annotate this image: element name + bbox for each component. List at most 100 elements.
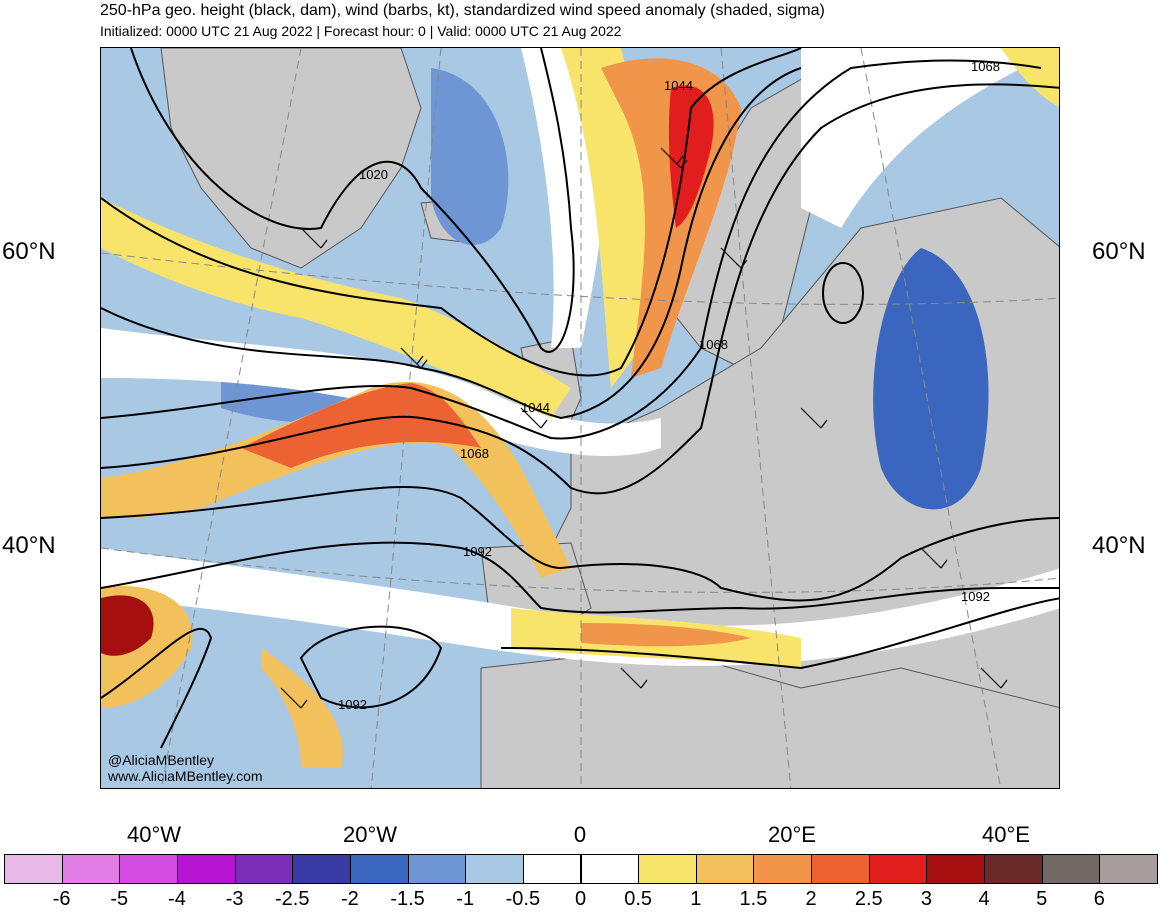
contour-label-3: 1068 — [971, 59, 1000, 74]
colorbar-tick-label: 2 — [805, 888, 817, 910]
credit-site: www.AliciaMBentley.com — [108, 768, 263, 784]
colorbar-tick-label: 3 — [920, 888, 932, 910]
colorbar-cell — [868, 854, 928, 884]
contour-label-7: 1092 — [463, 544, 492, 559]
contour-1092b — [101, 541, 1059, 614]
contour-1068a — [101, 59, 1042, 440]
colorbar-cell — [465, 854, 524, 884]
contour-label-2: 1044 — [664, 78, 693, 93]
anomaly-mid-blue — [431, 68, 509, 245]
barb-10 — [980, 667, 1008, 689]
colorbar-cell — [580, 854, 640, 884]
colorbar-tick-label: 0.5 — [624, 888, 653, 910]
anomaly-white-northeast — [801, 48, 1059, 228]
jet-yellow-atlantic — [101, 198, 571, 418]
colorbar-cell — [926, 854, 986, 884]
greenland-land — [160, 48, 422, 269]
colorbar-cell — [407, 854, 467, 884]
credit-handle: @AliciaMBentley — [108, 752, 215, 768]
contour-1068b — [101, 83, 1059, 495]
contour-label-4: 1068 — [699, 337, 728, 352]
contour-1092d — [299, 625, 443, 709]
contour-1044a — [101, 48, 802, 377]
jet-red-southwest — [101, 595, 154, 656]
contour-label-8: 1092 — [961, 589, 990, 604]
contour-1044b — [101, 67, 802, 420]
lat-label-40n-right: 40°N — [1092, 532, 1146, 559]
colorbar-tick-label: -2 — [340, 888, 359, 910]
lon-label-40w: 40°W — [126, 822, 182, 847]
jet-yellow-azores — [261, 648, 343, 768]
meridian-20w — [370, 48, 442, 788]
height-contours — [101, 48, 1059, 749]
lon-label-20e: 20°E — [768, 822, 816, 847]
barb-7 — [920, 547, 948, 569]
colorbar-cell — [753, 854, 813, 884]
colorbar-cell — [811, 854, 870, 884]
parallel-40n — [101, 547, 1059, 593]
barb-9 — [620, 667, 648, 689]
colorbar-cell — [522, 854, 582, 884]
barb-6 — [800, 407, 828, 429]
colorbar-cell — [1099, 854, 1158, 884]
colorbar-tick-label: 4 — [978, 888, 990, 910]
barb-1 — [300, 227, 328, 249]
lon-label-0: 0 — [573, 822, 587, 847]
contour-1092a — [101, 486, 1059, 602]
jet-yellow-north — [561, 48, 650, 388]
colorbar-tick-label: -6 — [52, 888, 71, 910]
wind-barbs — [280, 147, 1008, 709]
lon-label-20w: 20°W — [342, 822, 398, 847]
colorbar-tick-label: 2.5 — [854, 888, 883, 910]
colorbar-cell — [4, 854, 63, 884]
colorbar-tick-label: 6 — [1093, 888, 1105, 910]
colorbar-tick-label: 1 — [690, 888, 702, 910]
lon-label-40e: 40°E — [982, 822, 1030, 847]
contour-1092c — [101, 627, 213, 749]
barb-2 — [400, 347, 428, 369]
colorbar-tick-label: -4 — [168, 888, 186, 910]
chart-subtitle: Initialized: 0000 UTC 21 Aug 2022 | Fore… — [100, 23, 622, 39]
lat-label-40n-left: 40°N — [2, 532, 56, 559]
colorbar-tick-label: -2.5 — [275, 888, 310, 910]
barb-5 — [720, 247, 748, 269]
colorbar-tick-label: 0 — [574, 888, 587, 910]
map-canvas: 1020 1044 1068 1068 1044 1068 1092 1092 … — [101, 48, 1059, 788]
anomaly-white-band-2 — [101, 548, 1059, 666]
colorbar-cell — [1041, 854, 1101, 884]
colorbar-tick-label: -0.5 — [505, 888, 541, 910]
colorbar-tick-label: -3 — [225, 888, 244, 910]
barb-4 — [660, 147, 688, 169]
contour-label-5: 1044 — [521, 400, 550, 415]
colorbar-cell — [638, 854, 697, 884]
colorbar-cell — [234, 854, 294, 884]
contour-labels: 1020 1044 1068 1068 1044 1068 1092 1092 … — [338, 59, 1000, 712]
colorbar-cell — [61, 854, 121, 884]
anomaly-dark-blue — [873, 248, 989, 510]
colorbar-tick-label: -1.5 — [390, 888, 425, 910]
colorbar-tick-label: 1.5 — [739, 888, 768, 910]
contour-label-9: 1092 — [338, 697, 367, 712]
contour-label-6: 1068 — [460, 446, 489, 461]
lat-label-60n-left: 60°N — [2, 238, 56, 265]
barb-8 — [280, 687, 308, 709]
colorbar-cell — [176, 854, 236, 884]
jet-yellow-northeast — [1001, 48, 1059, 107]
colorbar-tick-label: -5 — [110, 888, 129, 910]
contour-1092e — [500, 597, 1059, 670]
weather-map: 1020 1044 1068 1068 1044 1068 1092 1092 … — [100, 47, 1060, 789]
jet-orange-med — [581, 623, 751, 647]
meridian-20e — [720, 48, 792, 788]
contour-closed-baltic — [822, 262, 864, 324]
colorbar-cell — [119, 854, 178, 884]
colorbar-cell — [292, 854, 351, 884]
contour-1020 — [130, 48, 575, 353]
colorbar — [4, 854, 1158, 884]
colorbar-cell — [695, 854, 755, 884]
lat-label-60n-right: 60°N — [1092, 238, 1146, 265]
chart-title: 250-hPa geo. height (black, dam), wind (… — [100, 2, 825, 19]
jet-red-norway — [668, 85, 714, 228]
anomaly-shading — [101, 48, 1059, 768]
meridian-40e — [860, 48, 1002, 788]
colorbar-tick-label: -1 — [456, 888, 475, 910]
